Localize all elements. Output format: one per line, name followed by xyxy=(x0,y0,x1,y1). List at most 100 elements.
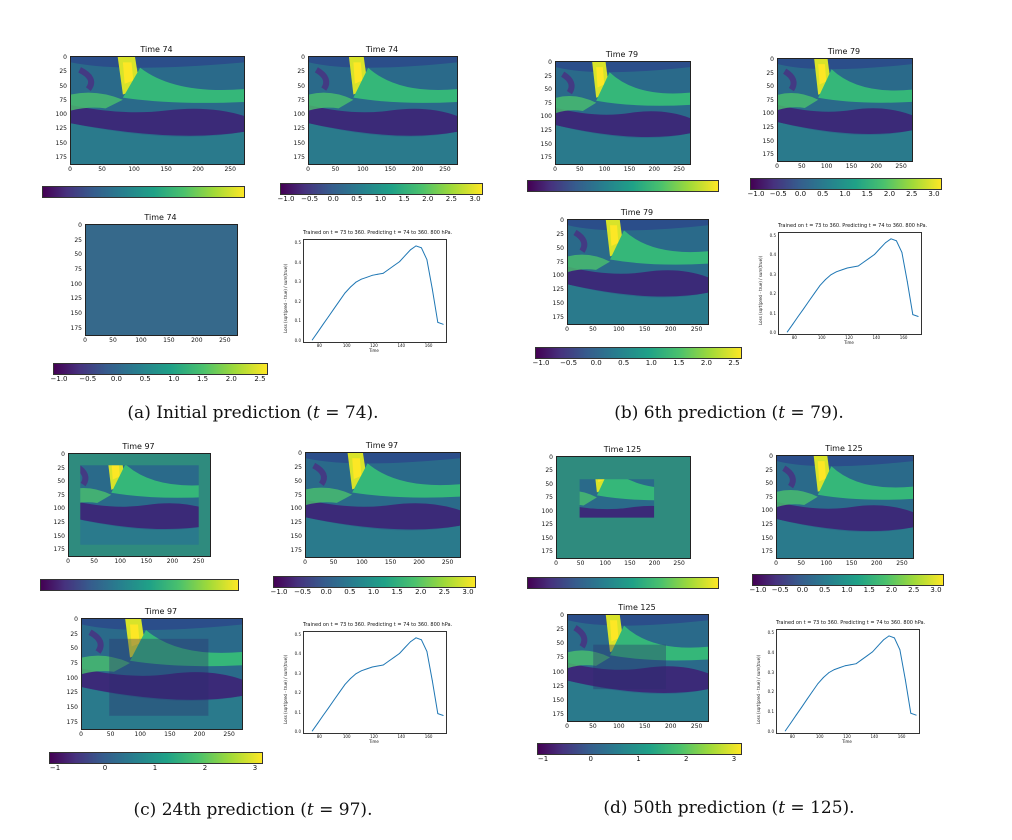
caption-d: (d) 50th prediction (t = 125). xyxy=(529,798,929,818)
panel-d-truth-colorbar-tick: 2.5 xyxy=(908,586,920,594)
panel-b-truth-heatmap-ytick: 25 xyxy=(766,69,774,77)
panel-c-loss-xtick: 120 xyxy=(370,734,378,739)
panel-c-loss-title: Trained on t = 73 to 360. Predicting t =… xyxy=(303,622,453,628)
panel-b-truth-colorbar-tick: 3.0 xyxy=(928,190,940,198)
panel-c-loss-ytick: 0.3 xyxy=(294,670,301,676)
panel-a-truth-heatmap-ytick: 75 xyxy=(297,96,305,104)
panel-c-truth-colorbar-tick: 1.0 xyxy=(367,588,380,596)
panel-a-diff-colorbar-tick: −0.5 xyxy=(79,375,97,383)
loss-point xyxy=(421,639,422,641)
panel-b-pred-heatmap-xtick: 100 xyxy=(598,166,611,173)
panel-a-pred-heatmap-xtick: 100 xyxy=(128,166,140,173)
panel-d-truth-heatmap-ytick: 0 xyxy=(769,453,773,460)
panel-a-pred-heatmap-ytick: 25 xyxy=(59,68,67,76)
panel-c-truth-heatmap-ytick: 75 xyxy=(294,491,302,499)
panel-a-truth-heatmap-xtick: 200 xyxy=(411,166,424,173)
loss-point xyxy=(901,252,903,253)
panel-d-loss-xtick: 160 xyxy=(897,734,906,739)
panel-b-truth-colorbar-tick: −1.0 xyxy=(747,190,765,198)
panel-a-pred-heatmap-ytick: 175 xyxy=(55,153,67,161)
panel-d-diff-heatmap-xtick: 0 xyxy=(565,723,569,730)
panel-c-diff-colorbar xyxy=(49,752,263,764)
loss-point xyxy=(399,261,400,262)
panel-c-loss-xtick: 160 xyxy=(424,734,433,739)
loss-point xyxy=(360,670,362,672)
panel-b-pred-heatmap-xtick: 150 xyxy=(623,166,636,173)
loss-point xyxy=(823,677,824,678)
panel-b-diff-heatmap xyxy=(567,219,709,325)
loss-point xyxy=(841,269,843,271)
panel-c-truth-colorbar-tick: −1.0 xyxy=(270,588,288,596)
panel-c-diff-colorbar-tick: 3 xyxy=(252,764,258,772)
panel-a-truth-heatmap-xtick: 250 xyxy=(439,166,451,173)
panel-b-truth-heatmap-ytick: 50 xyxy=(766,83,774,91)
panel-d-loss-xtick: 80 xyxy=(789,734,795,739)
panel-c-diff-colorbar-tick: 0 xyxy=(102,764,108,772)
panel-b-pred-heatmap-ytick: 175 xyxy=(540,154,552,162)
panel-a-diff-heatmap-ytick: 125 xyxy=(70,295,82,303)
panel-d-truth-colorbar-tick: 2.0 xyxy=(885,586,898,594)
panel-a-pred-heatmap-ytick: 100 xyxy=(55,111,67,119)
panel-b-loss-plot xyxy=(786,238,919,333)
panel-b-diff-heatmap-ytick: 125 xyxy=(552,286,564,294)
panel-b-diff-colorbar-tick: 2.0 xyxy=(700,359,712,367)
panel-b-diff-colorbar-tick: −0.5 xyxy=(560,359,578,367)
panel-a-pred-heatmap xyxy=(70,56,245,165)
panel-c-diff-heatmap-ytick: 150 xyxy=(66,704,78,711)
panel-d-diff-colorbar-tick: 3 xyxy=(731,755,737,763)
loss-point xyxy=(857,265,859,267)
caption-variable: t xyxy=(778,403,786,423)
panel-d-diff-heatmap-ytick: 75 xyxy=(556,654,564,662)
panel-a-diff-heatmap-ytick: 100 xyxy=(70,280,82,288)
panel-b-diff-heatmap-xtick: 0 xyxy=(565,326,569,333)
panel-c-truth-heatmap-ytick: 100 xyxy=(290,505,302,513)
panel-a-loss-xtick: 140 xyxy=(397,343,406,348)
caption-tail: = 125). xyxy=(785,798,855,818)
panel-b-truth-colorbar-tick: −0.5 xyxy=(769,190,787,198)
loss-point xyxy=(812,691,813,692)
panel-b-diff-heatmap-xtick: 100 xyxy=(613,326,625,333)
panel-a-pred-heatmap-xtick: 0 xyxy=(68,166,72,173)
panel-b-truth-colorbar xyxy=(750,178,942,190)
panel-a-diff-heatmap-ytick: 175 xyxy=(70,324,82,332)
loss-point xyxy=(906,281,908,282)
panel-b-loss-ytick: 0.2 xyxy=(769,291,776,297)
loss-point xyxy=(855,663,857,665)
loss-point xyxy=(388,269,390,270)
panel-d-diff-colorbar-tick: 0 xyxy=(588,755,593,763)
panel-d-truth-heatmap-ytick: 75 xyxy=(765,493,773,501)
loss-point xyxy=(317,331,319,333)
panel-c-pred-heatmap-ytick: 0 xyxy=(61,451,65,458)
panel-c-truth-heatmap-xtick: 50 xyxy=(329,559,338,566)
loss-point xyxy=(894,637,895,639)
loss-point xyxy=(806,698,808,700)
panel-a-truth-colorbar-tick: 1.0 xyxy=(374,195,387,203)
loss-point xyxy=(915,714,917,716)
panel-c-diff-heatmap-ytick: 100 xyxy=(66,674,78,682)
loss-point xyxy=(792,323,794,325)
panel-b-diff-heatmap-ytick: 100 xyxy=(552,272,564,280)
panel-a-diff-heatmap-xtick: 150 xyxy=(163,337,175,344)
panel-a-pred-heatmap-ytick: 50 xyxy=(59,82,67,90)
panel-b-loss-xtick: 100 xyxy=(817,335,826,340)
panel-d-truth-heatmap-ytick: 175 xyxy=(761,548,773,556)
panel-d-diff-heatmap-ytick: 25 xyxy=(556,626,564,634)
panel-d-truth-heatmap-ytick: 125 xyxy=(761,521,773,528)
caption-text: (a) Initial prediction ( xyxy=(127,403,313,423)
panel-a-truth-heatmap-xtick: 0 xyxy=(306,166,310,173)
panel-b-truth-heatmap-ytick: 100 xyxy=(762,110,774,118)
panel-a-truth-colorbar-tick: 2.0 xyxy=(422,195,434,203)
panel-a-pred-heatmap-ytick: 75 xyxy=(59,96,67,104)
panel-b-loss-ytick: 0.3 xyxy=(769,271,776,277)
panel-d-truth-heatmap-ytick: 50 xyxy=(765,480,773,488)
loss-point xyxy=(360,278,362,280)
panel-d-truth-colorbar-tick: 0.0 xyxy=(796,586,809,594)
panel-a-loss-ytick: 0.5 xyxy=(294,239,301,245)
panel-a-diff-heatmap-xtick: 100 xyxy=(135,337,147,344)
loss-point xyxy=(311,339,313,341)
panel-d-pred-colorbar xyxy=(527,577,719,589)
panel-d-loss-ytick: 0.0 xyxy=(767,729,774,734)
panel-c-loss-xtick: 100 xyxy=(342,734,351,739)
panel-c-pred-heatmap xyxy=(68,453,211,557)
panel-c-truth-colorbar-tick: 0.0 xyxy=(320,588,332,596)
